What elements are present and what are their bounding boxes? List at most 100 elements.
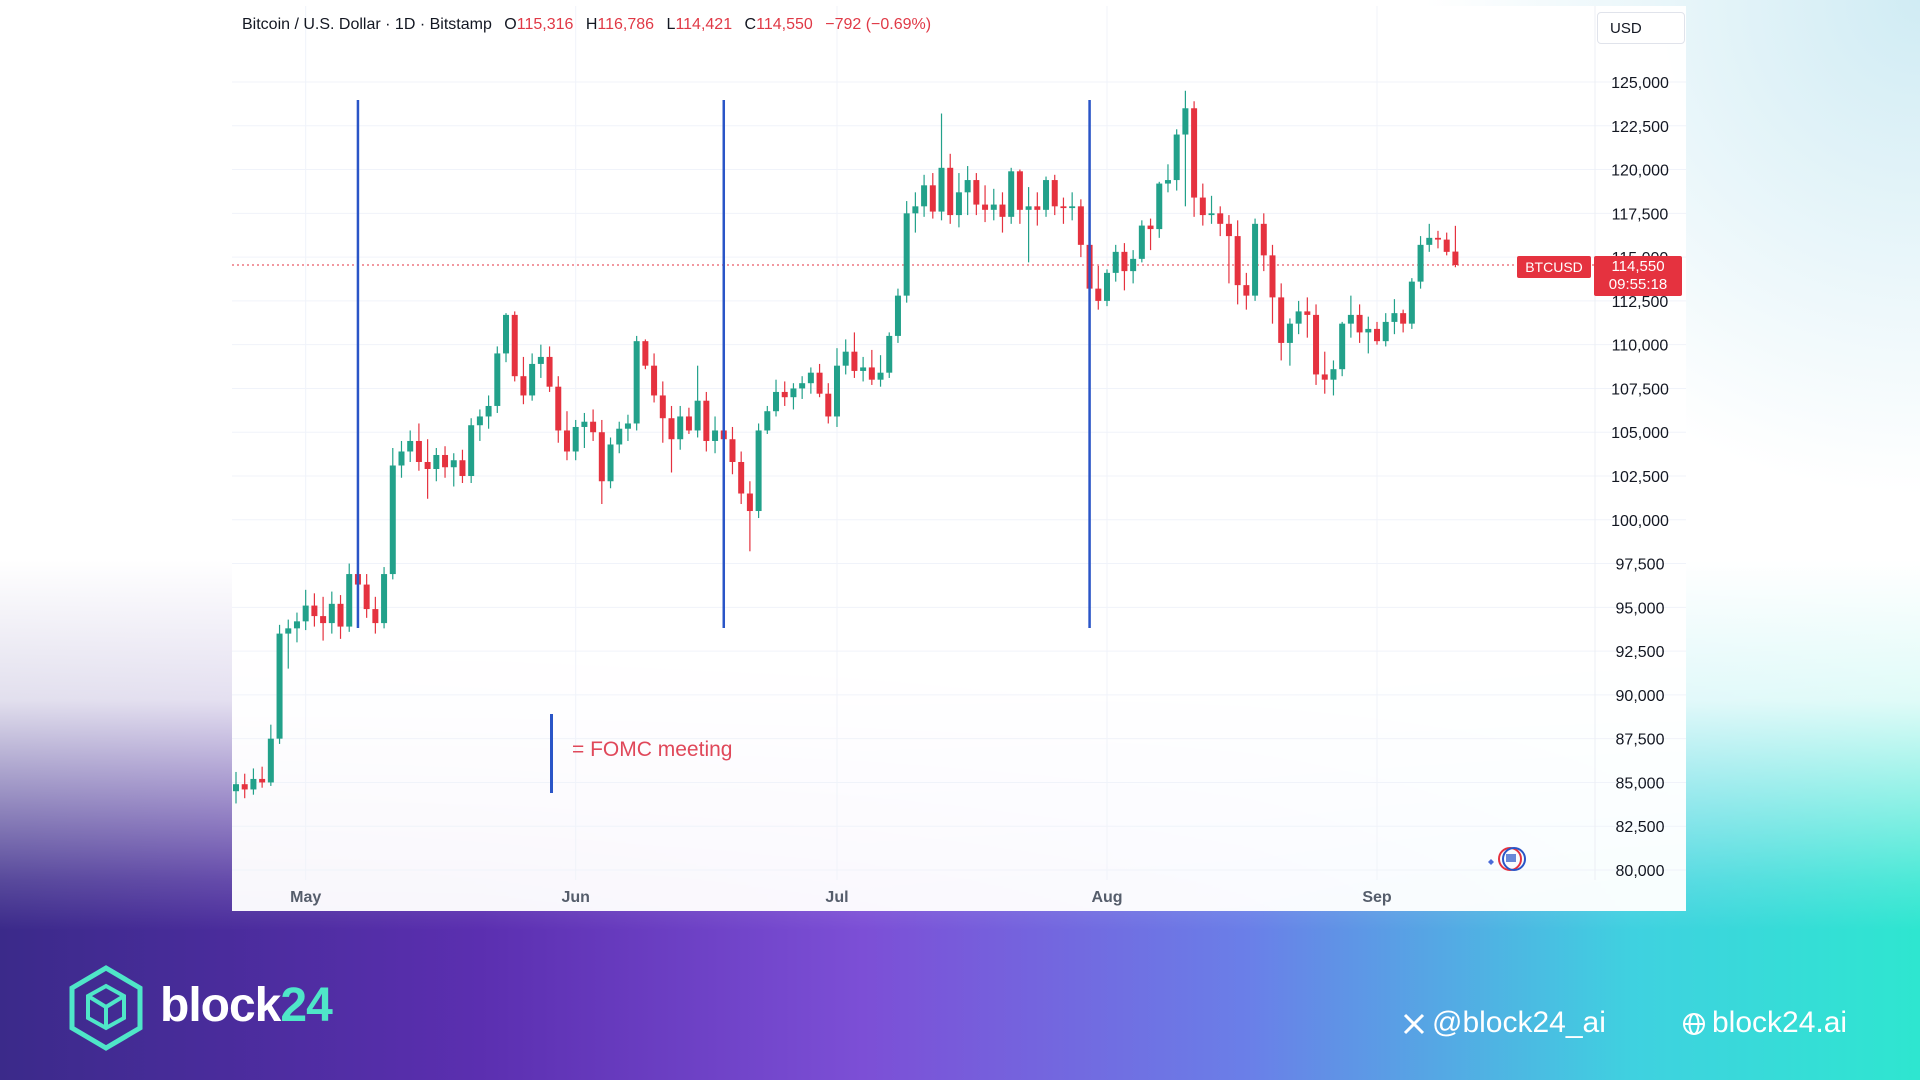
candle-body — [799, 383, 806, 389]
candle-body — [903, 213, 910, 296]
candle-body — [328, 603, 335, 624]
close-value: 114,550 — [756, 16, 813, 33]
candle-body — [1391, 313, 1398, 322]
candle-body — [807, 372, 814, 384]
candle-body — [1225, 223, 1232, 237]
brand-name: block24 — [160, 978, 333, 1033]
candle-body — [503, 314, 510, 354]
website-link[interactable]: block24.ai — [1682, 1006, 1847, 1040]
candle-body — [250, 778, 257, 790]
currency-selector[interactable]: USD — [1597, 12, 1685, 44]
candle-body — [642, 341, 649, 366]
candle-body — [955, 192, 962, 216]
candle-body — [450, 460, 457, 468]
candle-body — [1104, 272, 1110, 301]
candle-body — [1278, 297, 1285, 343]
open-value: 115,316 — [516, 16, 574, 33]
last-price-tag: 114,550 09:55:18 — [1594, 256, 1682, 296]
candle-body — [990, 204, 997, 210]
website-url: block24.ai — [1712, 1006, 1848, 1039]
candle-body — [1173, 134, 1180, 181]
candle-body — [1164, 180, 1171, 184]
candle-body — [1356, 314, 1363, 333]
x-tick-label: Jul — [825, 889, 848, 906]
candle-body — [659, 395, 666, 419]
candle-body — [555, 386, 562, 431]
candle-body — [581, 421, 588, 427]
candle-body — [973, 180, 980, 205]
candle-body — [929, 185, 936, 212]
candle-body — [1408, 281, 1415, 324]
candle-body — [1077, 206, 1084, 245]
candle-body — [337, 603, 344, 627]
candle-body — [1182, 108, 1189, 135]
candle-body — [1060, 206, 1067, 209]
candle-body — [860, 367, 867, 371]
candle-body — [398, 451, 405, 466]
candle-body — [1130, 258, 1137, 272]
candle-body — [302, 605, 309, 622]
chart-panel — [232, 6, 1686, 911]
candle-body — [1330, 369, 1337, 380]
candle-body — [572, 426, 579, 452]
candle-body — [276, 633, 283, 739]
candle-body — [633, 341, 640, 424]
x-social-link[interactable]: @block24_ai — [1402, 1006, 1606, 1040]
candle-body — [677, 416, 684, 440]
candle-body — [1365, 328, 1372, 333]
candle-body — [781, 391, 788, 398]
x-tick-label: Jun — [561, 889, 589, 906]
candle-body — [694, 400, 701, 431]
candle-body — [563, 430, 570, 452]
candle-body — [685, 416, 692, 431]
candle-body — [877, 372, 884, 380]
candle-body — [1321, 374, 1328, 380]
candle-body — [894, 295, 901, 336]
candle-body — [921, 185, 928, 207]
candle-body — [407, 440, 414, 452]
candle-body — [233, 784, 239, 792]
candle-body — [1016, 171, 1023, 210]
last-price-value: 114,550 — [1611, 258, 1665, 275]
candle-body — [1339, 323, 1346, 370]
globe-icon — [1683, 1013, 1705, 1036]
candle-body — [285, 628, 292, 634]
candle-body — [459, 460, 466, 476]
candle-body — [886, 335, 893, 373]
candle-body — [868, 367, 875, 380]
candle-body — [546, 356, 553, 387]
candle-body — [241, 784, 248, 790]
x-tick-label: May — [290, 889, 321, 906]
candle-body — [520, 376, 527, 396]
candle-body — [1234, 236, 1241, 286]
candle-body — [1426, 237, 1433, 245]
y-tick-label: 87,500 — [1616, 732, 1665, 749]
candle-body — [293, 621, 300, 629]
y-tick-label: 120,000 — [1611, 163, 1669, 180]
candle-body — [624, 423, 631, 429]
candle-body — [668, 418, 675, 440]
y-tick-label: 105,000 — [1611, 425, 1669, 442]
candle-body — [1025, 206, 1032, 210]
low-label: L — [666, 16, 676, 33]
close-label: C — [744, 16, 757, 33]
candle-body — [468, 425, 475, 476]
candle-body — [1051, 180, 1058, 207]
y-tick-label: 82,500 — [1616, 819, 1665, 836]
candle-body — [1095, 288, 1102, 301]
candle-body — [982, 204, 989, 210]
candle-body — [1208, 213, 1215, 216]
candle-body — [1382, 321, 1389, 342]
candle-body — [607, 444, 614, 482]
y-tick-label: 80,000 — [1616, 863, 1665, 880]
candle-body — [712, 430, 719, 441]
candle-body — [311, 605, 318, 617]
candle-body — [851, 351, 858, 371]
candle-body — [485, 405, 492, 417]
candle-body — [433, 454, 440, 469]
candle-body — [1434, 237, 1441, 240]
candle-body — [320, 616, 327, 624]
candle-body — [442, 454, 449, 468]
candle-body — [590, 421, 597, 433]
